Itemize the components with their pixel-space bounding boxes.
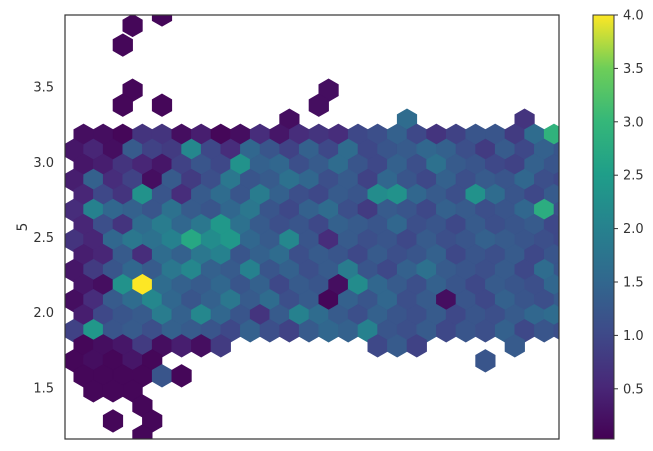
hex-cell [632,139,652,162]
hex-cell [632,199,652,222]
hex-cell [564,184,584,207]
hex-cell [112,33,133,57]
hex-cell [102,409,124,433]
hex-cell [122,15,143,38]
colorbar-tick-label: 3.0 [623,115,644,130]
hex-cell [623,184,643,207]
hex-cell [623,304,643,327]
hex-cell [613,139,633,162]
colorbar-tick-label: 4.0 [623,9,644,24]
hex-cell [112,93,133,117]
hex-cell [553,321,559,340]
hex-cell [171,364,192,388]
hex-cell [151,15,173,27]
hex-cell [642,154,653,177]
colorbar [592,14,615,440]
hex-cell [642,274,653,297]
colorbar-tick-label: 2.5 [623,169,644,184]
hex-cell [564,214,584,237]
hex-cell [574,289,594,312]
hex-cell [406,334,427,358]
hex-cell [642,214,653,237]
hex-cell [564,154,584,177]
hex-cell [308,93,329,117]
y-axis-ticks: 1.5 2.0 2.5 3.0 3.5 [33,81,54,397]
colorbar-tick-label: 2.0 [623,222,644,237]
colorbar-tick-label: 3.5 [623,62,644,77]
hex-cell [564,274,584,297]
hex-cell [151,93,173,117]
y-tick-label: 3.0 [33,156,54,171]
hex-cell [642,124,653,147]
colorbar-tick-label: 1.0 [623,329,644,344]
hex-cell [564,304,584,327]
hex-cell [475,349,496,373]
hex-cell [642,244,653,267]
hex-cell [574,199,594,222]
hexbin-cells [65,15,653,439]
colorbar-ticks: 0.5 1.0 1.5 2.0 2.5 3.0 3.5 4.0 [614,9,644,397]
hex-cell [574,139,594,162]
hex-cell [504,334,525,358]
plot-frame [64,14,560,440]
hex-cell [632,289,652,312]
hex-cell [642,184,653,207]
hex-cell [564,124,584,147]
y-tick-label: 2.5 [33,231,54,246]
hex-cell [574,229,594,252]
hex-cell [613,289,633,312]
hex-cell [642,304,653,327]
y-axis-label: 5 [15,223,31,232]
y-tick-label: 3.5 [33,81,54,96]
hex-cell [210,334,231,358]
colorbar-tick-label: 0.5 [623,382,644,397]
hex-cell [574,169,594,192]
y-tick-label: 2.0 [33,306,54,321]
hex-cell [613,199,633,222]
hex-cell [623,244,643,267]
colorbar-tick-label: 1.5 [623,276,644,291]
hex-cell [564,244,584,267]
hex-cell [574,259,594,282]
hex-cell [574,319,594,342]
hex-cell [132,424,153,439]
y-tick-label: 1.5 [33,381,54,396]
